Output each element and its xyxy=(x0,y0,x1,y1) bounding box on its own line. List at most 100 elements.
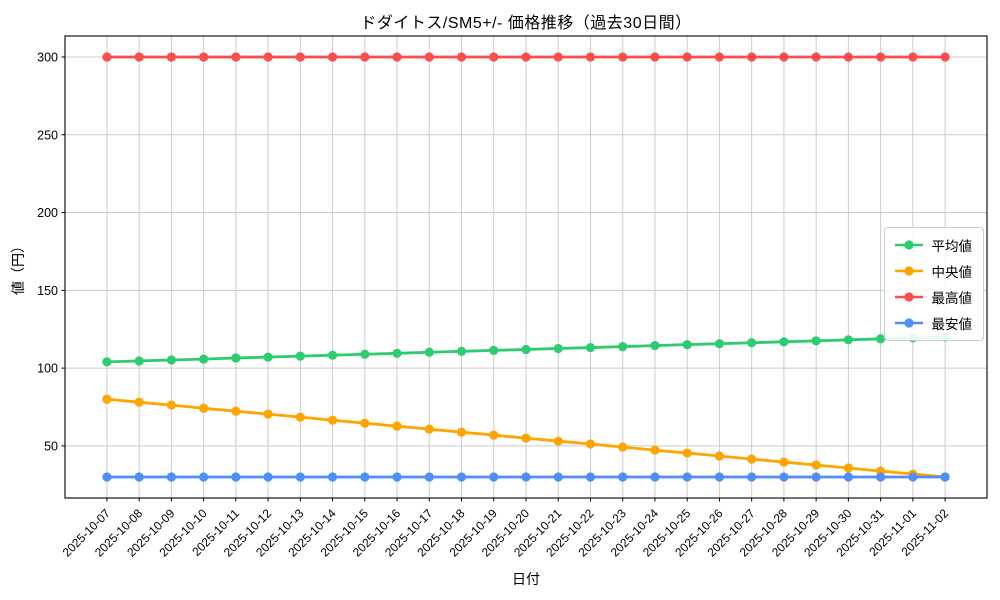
legend-marker-icon xyxy=(894,266,923,276)
data-point xyxy=(360,349,370,359)
data-point xyxy=(521,433,531,443)
data-point xyxy=(521,344,531,355)
y-tick-labels: 50 100 150 200 250 300 xyxy=(37,51,58,454)
legend-marker-icon xyxy=(894,240,923,250)
data-point xyxy=(779,52,789,62)
series-最安値 xyxy=(102,472,950,482)
data-point xyxy=(166,472,176,482)
data-point xyxy=(424,347,434,357)
data-point xyxy=(682,52,692,62)
legend: 平均値中央値最高値最安値 xyxy=(883,227,984,341)
legend-item-最安値: 最安値 xyxy=(894,313,972,333)
data-point xyxy=(295,472,305,482)
data-point xyxy=(134,397,144,407)
legend-item-平均値: 平均値 xyxy=(894,235,973,255)
data-point xyxy=(489,472,499,482)
legend-marker-icon xyxy=(894,318,923,328)
data-point xyxy=(585,52,596,62)
data-point xyxy=(811,472,821,482)
data-point xyxy=(199,472,209,482)
data-point xyxy=(102,394,112,404)
y-axis-label: 値（円） xyxy=(10,239,26,295)
data-point xyxy=(456,52,467,62)
data-point xyxy=(876,334,886,344)
data-point xyxy=(940,52,950,62)
data-point xyxy=(714,472,725,482)
data-point xyxy=(295,52,305,62)
data-point xyxy=(908,52,918,62)
data-point xyxy=(360,472,370,482)
data-point xyxy=(553,52,563,62)
data-point xyxy=(521,472,531,482)
data-point xyxy=(843,463,853,473)
data-point xyxy=(489,345,499,355)
y-tick-label: 100 xyxy=(37,362,58,376)
legend-marker-icon xyxy=(894,292,923,302)
data-point xyxy=(263,352,273,362)
data-point xyxy=(327,350,338,360)
data-point xyxy=(392,472,402,482)
data-point xyxy=(682,340,692,350)
data-point xyxy=(585,342,596,353)
legend-item-最高値: 最高値 xyxy=(894,287,973,307)
legend-item-中央値: 中央値 xyxy=(894,261,973,281)
data-point xyxy=(231,353,241,363)
data-point xyxy=(811,52,821,62)
data-point xyxy=(714,451,725,461)
legend-label: 中央値 xyxy=(931,265,973,280)
data-point xyxy=(489,430,499,440)
data-point xyxy=(811,336,821,346)
data-point xyxy=(199,52,209,62)
data-point xyxy=(650,340,660,351)
data-point xyxy=(231,406,241,416)
tick-marks xyxy=(61,56,946,502)
data-point xyxy=(295,351,305,361)
data-point xyxy=(553,472,563,482)
legend-label: 最高値 xyxy=(931,291,973,306)
data-point xyxy=(424,424,434,434)
data-point xyxy=(876,52,886,62)
data-point xyxy=(714,52,725,62)
data-point xyxy=(618,52,628,62)
data-point xyxy=(682,472,692,482)
data-point xyxy=(489,52,499,62)
data-point xyxy=(166,400,176,410)
data-point xyxy=(714,339,725,349)
data-point xyxy=(553,436,563,446)
series-中央値 xyxy=(102,394,950,482)
data-point xyxy=(456,427,467,437)
data-point xyxy=(424,52,434,62)
legend-label: 平均値 xyxy=(931,239,973,254)
data-point xyxy=(360,418,370,428)
data-point xyxy=(843,472,853,482)
data-point xyxy=(650,52,660,62)
data-point xyxy=(199,403,209,413)
data-point xyxy=(747,454,757,464)
data-point xyxy=(843,52,853,62)
series-平均値 xyxy=(102,332,950,367)
data-point xyxy=(424,472,434,482)
data-point xyxy=(166,52,176,62)
data-point xyxy=(263,472,273,482)
data-point xyxy=(747,338,757,348)
data-point xyxy=(940,472,950,482)
series-最高値 xyxy=(102,52,950,62)
data-point xyxy=(231,472,241,482)
y-tick-label: 200 xyxy=(37,206,58,220)
data-point xyxy=(747,472,757,482)
y-tick-label: 50 xyxy=(44,439,58,453)
data-point xyxy=(650,445,660,455)
y-tick-label: 300 xyxy=(37,51,58,65)
y-tick-label: 150 xyxy=(37,284,58,298)
data-point xyxy=(843,335,853,345)
data-point xyxy=(908,472,918,482)
data-point xyxy=(327,52,338,62)
x-axis-label: 日付 xyxy=(512,571,540,587)
gridlines xyxy=(65,36,987,498)
data-point xyxy=(811,460,821,470)
data-point xyxy=(392,421,402,431)
data-point xyxy=(102,357,112,367)
x-tick-labels: 2025-10-072025-10-082025-10-092025-10-10… xyxy=(60,506,952,560)
